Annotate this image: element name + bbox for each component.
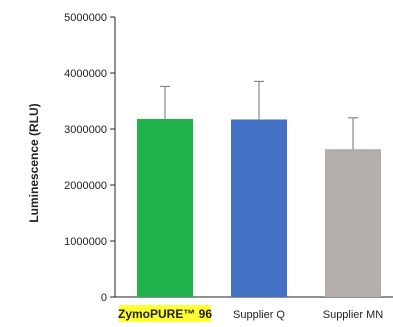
bar bbox=[231, 119, 287, 297]
x-tick-labels: ZymoPURE™ 96 Supplier Q Supplier MN bbox=[118, 305, 383, 322]
y-ticks: 0 1000000 2000000 3000000 4000000 5000000 bbox=[64, 12, 115, 304]
bars bbox=[137, 118, 381, 297]
y-tick-label: 5000000 bbox=[64, 12, 107, 24]
y-tick-label: 4000000 bbox=[64, 68, 107, 80]
y-tick-label: 0 bbox=[101, 292, 107, 304]
y-tick-label: 2000000 bbox=[64, 180, 107, 192]
x-tick-label: Supplier Q bbox=[233, 309, 285, 321]
bar bbox=[137, 118, 193, 297]
highlight-label-background bbox=[119, 305, 211, 322]
y-axis-title: Luminescence (RLU) bbox=[27, 103, 41, 222]
bar bbox=[325, 149, 381, 297]
y-axis-label-group: Luminescence (RLU) bbox=[27, 103, 41, 222]
y-tick-label: 3000000 bbox=[64, 124, 107, 136]
x-tick-label: ZymoPURE™ 96 bbox=[118, 307, 212, 321]
x-tick-label: Supplier MN bbox=[323, 309, 384, 321]
error-bars bbox=[160, 80, 358, 150]
y-tick-label: 1000000 bbox=[64, 236, 107, 248]
